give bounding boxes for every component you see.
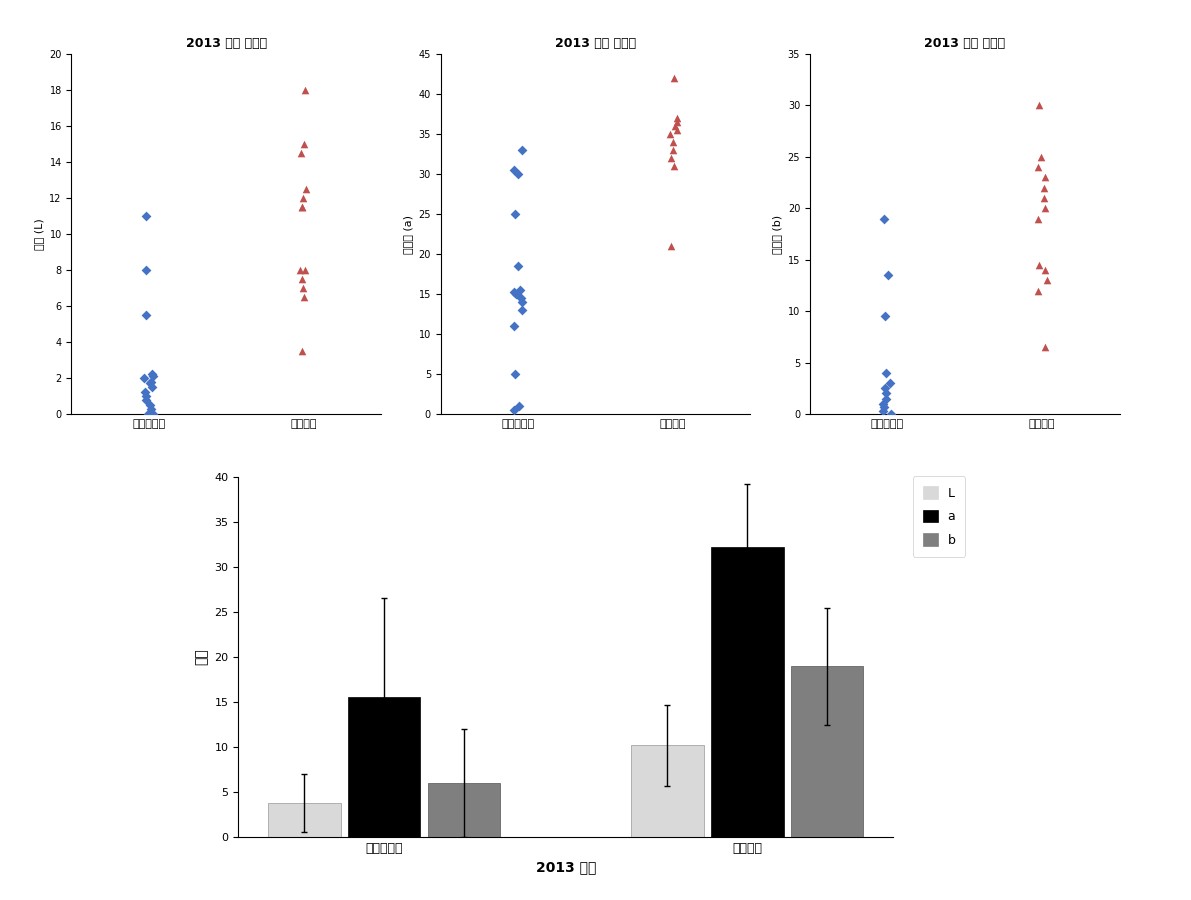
Point [877,365,896,380]
Point [881,376,900,391]
Point [1035,340,1054,355]
Point [661,127,680,141]
Title: 2013 업체 고추장: 2013 업체 고추장 [555,37,636,50]
Point [873,397,892,411]
Point [875,400,894,414]
Point [504,403,523,418]
Bar [268,803,341,837]
X-axis label: 2013 업체: 2013 업체 [536,860,596,875]
Point [877,392,896,406]
Point [137,209,156,223]
Point [874,212,893,226]
Point [295,263,314,277]
Point [877,386,896,400]
Point [667,115,686,130]
Point [1028,212,1047,226]
Bar [428,783,500,837]
Point [505,319,524,333]
Point [1029,98,1048,112]
Point [874,404,893,419]
Point [663,143,682,157]
Point [294,137,313,151]
Point [510,283,529,297]
Point [137,308,156,322]
Point [512,143,531,157]
Point [1035,181,1054,195]
Point [144,407,163,421]
Point [878,268,897,283]
Point [1035,201,1054,215]
Point [881,407,900,421]
Point [291,263,310,277]
Point [142,374,161,389]
Point [505,285,524,300]
Point [136,392,155,407]
Point [1035,263,1054,277]
Point [292,200,311,214]
Point [141,376,160,391]
Point [294,290,313,304]
Point [292,272,311,286]
Y-axis label: 명도 (L): 명도 (L) [33,218,44,250]
Point [294,191,313,205]
Point [509,166,528,181]
Point [875,381,894,395]
Point [504,163,523,177]
Point [667,111,686,125]
Point [506,287,525,302]
Point [505,207,524,221]
Point [509,259,528,274]
Point [293,281,312,295]
Point [136,385,155,400]
Point [875,309,894,323]
Bar [631,745,704,837]
Point [136,389,155,403]
Bar [711,547,784,837]
Legend: L, a, b: L, a, b [912,476,966,557]
Point [292,146,311,160]
Point [143,367,162,382]
Point [668,122,687,137]
Point [141,398,160,412]
Point [143,380,162,394]
Bar [348,697,420,837]
Title: 2013 업체 고추장: 2013 업체 고추장 [924,37,1005,50]
Point [510,399,529,413]
Point [297,182,316,196]
Point [1035,191,1054,205]
Point [292,344,311,358]
Point [665,71,684,86]
Point [1031,149,1050,164]
Point [137,263,156,277]
Bar [791,666,863,837]
Point [1029,284,1048,298]
Point [513,302,532,317]
Y-axis label: 적색도 (a): 적색도 (a) [403,214,413,254]
Point [144,369,163,383]
Point [513,295,532,310]
Y-axis label: 황색도 (b): 황색도 (b) [772,214,782,254]
Point [293,200,312,214]
Point [1035,170,1054,184]
Point [1029,160,1048,175]
Point [295,83,314,97]
Point [1037,273,1056,287]
Title: 2013 업체 고추장: 2013 업체 고추장 [186,37,267,50]
Point [665,158,684,173]
Point [661,238,680,253]
Point [135,371,154,385]
Point [138,407,157,421]
Point [1030,257,1049,272]
Point [662,151,681,166]
Point [511,291,530,305]
Point [663,135,682,149]
Y-axis label: 색도: 색도 [195,649,208,665]
Point [505,367,524,382]
Point [666,119,685,133]
Point [142,401,161,416]
